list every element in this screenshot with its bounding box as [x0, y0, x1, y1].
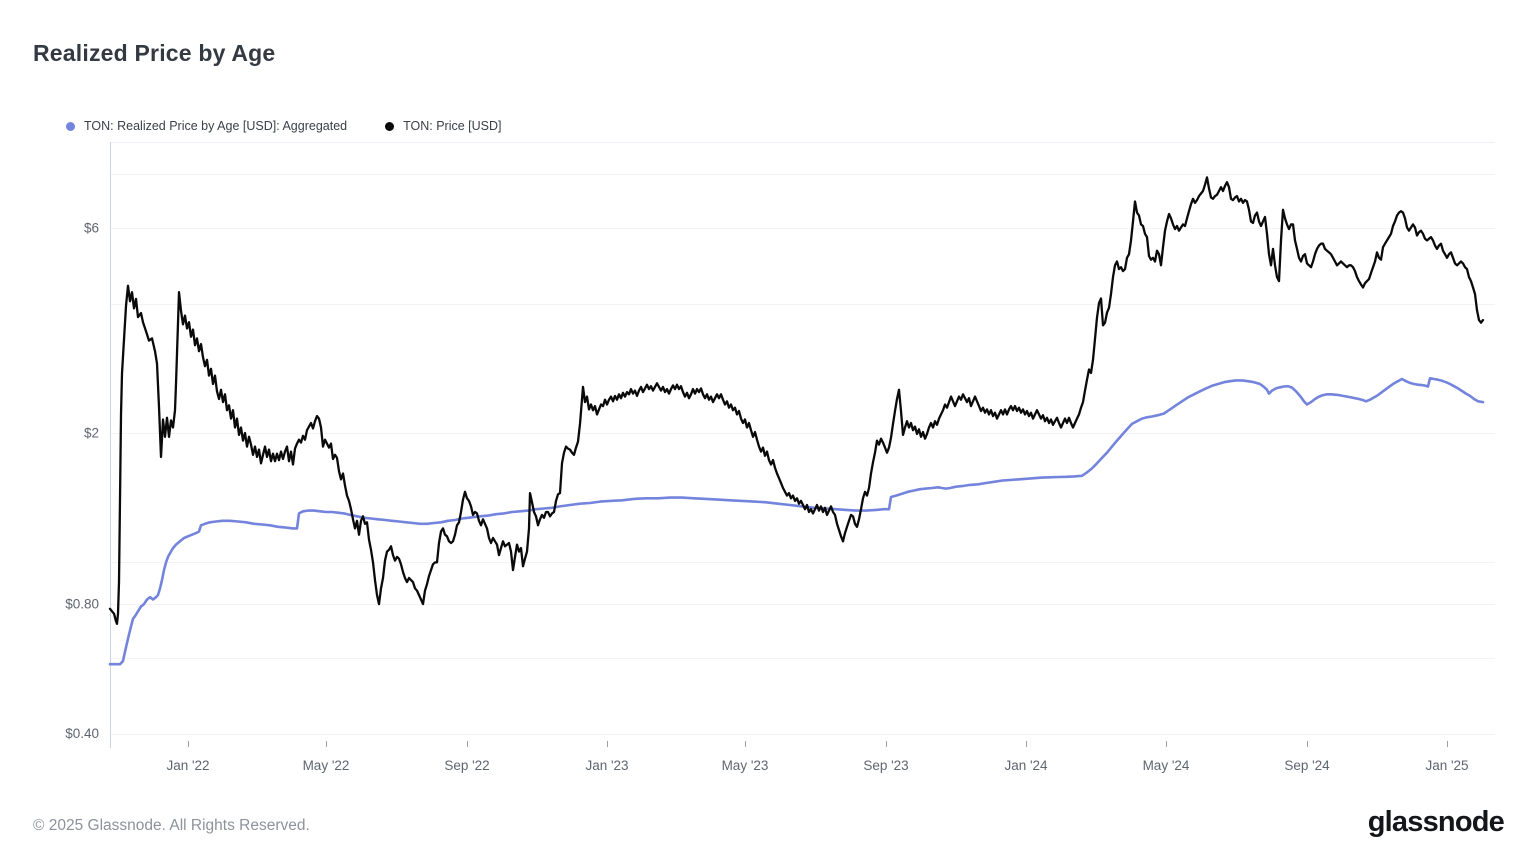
x-tick-label: Sep '24 — [1284, 758, 1330, 773]
chart-legend: TON: Realized Price by Age [USD]: Aggreg… — [66, 119, 502, 133]
y-tick-label: $6 — [84, 220, 99, 235]
legend-label: TON: Realized Price by Age [USD]: Aggreg… — [84, 119, 348, 133]
y-tick-label: $2 — [84, 426, 99, 441]
x-tick-label: Jan '25 — [1425, 758, 1468, 773]
realized-price-line[interactable] — [108, 377, 1485, 666]
x-tick-label: May '23 — [722, 758, 769, 773]
legend-dot-icon — [66, 121, 75, 131]
x-tick-label: Sep '23 — [863, 758, 908, 773]
legend-item-price[interactable]: TON: Price [USD] — [385, 119, 502, 133]
x-tick-label: Jan '23 — [585, 758, 628, 773]
x-tick-label: Sep '22 — [444, 758, 489, 773]
copyright-text: © 2025 Glassnode. All Rights Reserved. — [33, 817, 310, 834]
legend-item-realized-price[interactable]: TON: Realized Price by Age [USD]: Aggreg… — [66, 119, 347, 133]
glassnode-logo[interactable]: glassnode — [1367, 806, 1505, 838]
x-tick-label: May '22 — [303, 758, 350, 773]
page-title: Realized Price by Age — [33, 40, 276, 66]
y-tick-label: $0.40 — [65, 726, 99, 741]
x-tick-label: Jan '24 — [1004, 758, 1048, 773]
legend-dot-icon — [385, 121, 395, 131]
x-tick-label: Jan '22 — [166, 758, 209, 773]
legend-label: TON: Price [USD] — [403, 119, 502, 133]
x-tick-label: May '24 — [1143, 758, 1190, 773]
y-tick-label: $0.80 — [65, 597, 99, 612]
price-line[interactable] — [108, 176, 1485, 625]
